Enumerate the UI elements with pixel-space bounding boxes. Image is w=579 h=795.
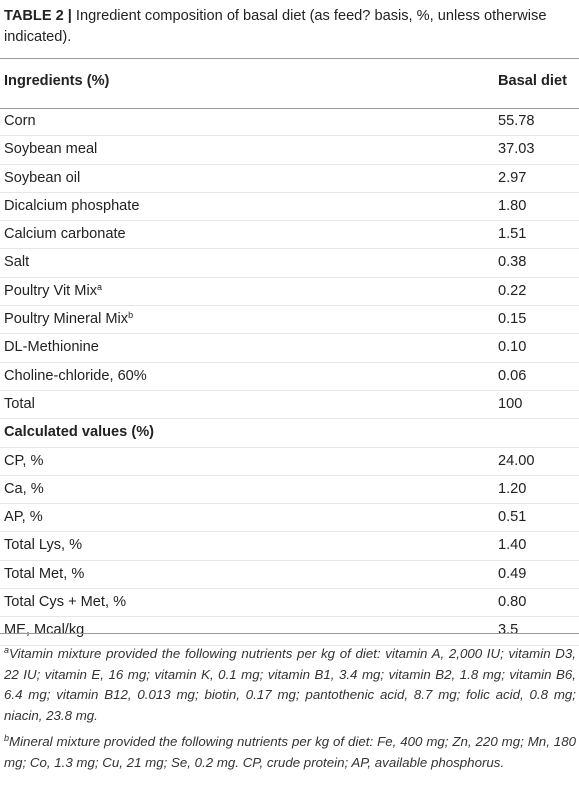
- row-name: Total Lys, %: [4, 537, 82, 553]
- row-name-text: Ca, %: [4, 480, 44, 497]
- row-name-text: CP, %: [4, 452, 44, 469]
- row-name-text: Choline-chloride, 60%: [4, 367, 147, 384]
- table-header-rule: [0, 108, 579, 109]
- row-value: 100: [498, 395, 523, 412]
- table-row: CP, % 24.00: [0, 448, 579, 476]
- row-name-text: AP, %: [4, 509, 43, 526]
- footnote-a: aVitamin mixture provided the following …: [4, 644, 576, 726]
- table-label: TABLE 2 |: [4, 8, 72, 24]
- table-caption-text: Ingredient composition of basal diet (as…: [4, 8, 547, 45]
- table-row: Poultry Mineral Mixb 0.15: [0, 306, 579, 335]
- row-value: 0.15: [498, 311, 527, 328]
- table-row: Total Cys + Met, % 0.80: [0, 589, 579, 618]
- row-name-text: Poultry Mineral Mix: [4, 311, 129, 328]
- row-footnote-mark: b: [128, 310, 134, 321]
- table-bottom-rule: [0, 633, 579, 634]
- row-name-text: Dicalcium phosphate: [4, 197, 140, 214]
- row-value: 1.51: [498, 226, 527, 243]
- table-top-rule: [0, 58, 579, 59]
- row-name-text: Total Cys + Met, %: [4, 594, 127, 611]
- row-name: Corn: [4, 113, 36, 129]
- row-name: Total Met, %: [4, 566, 84, 582]
- row-value: 1.40: [498, 537, 527, 554]
- table-caption: TABLE 2 | Ingredient composition of basa…: [4, 6, 572, 48]
- footnote-b-mark: b: [4, 733, 10, 743]
- table-row: Dicalcium phosphate 1.80: [0, 193, 579, 222]
- footnote-a-mark: a: [4, 645, 10, 655]
- row-name-text: ME, Mcal/kg: [4, 622, 85, 639]
- row-value: 2.97: [498, 169, 527, 186]
- table-row: Ca, % 1.20: [0, 476, 579, 505]
- row-value: 0.06: [498, 367, 527, 384]
- row-name-text: Total Met, %: [4, 565, 85, 582]
- table-row: ME, Mcal/kg 3.5: [0, 617, 579, 646]
- row-value: 0.49: [498, 565, 527, 582]
- table-header: Ingredients (%) Basal diet: [0, 58, 579, 108]
- row-value: 0.10: [498, 339, 527, 356]
- row-name: Total: [4, 396, 35, 412]
- row-value: 0.51: [498, 509, 527, 526]
- table-body: Corn 55.78 Soybean meal 37.03 Soybean oil 2.9…: [0, 108, 579, 646]
- row-name-text: Salt: [4, 254, 30, 271]
- table-row: Corn 55.78: [0, 108, 579, 137]
- row-name: Ca, %: [4, 481, 44, 497]
- table-row: Total Lys, % 1.40: [0, 532, 579, 561]
- row-value: 0.22: [498, 282, 527, 299]
- row-name-text: Soybean meal: [4, 141, 98, 158]
- section-row: Calculated values (%): [0, 419, 579, 448]
- row-name-text: Calcium carbonate: [4, 226, 126, 243]
- header-basal-diet: Basal diet: [498, 73, 567, 89]
- table-row: Total Met, % 0.49: [0, 561, 579, 590]
- table-row: Soybean meal 37.03: [0, 136, 579, 165]
- row-name-text: DL-Methionine: [4, 339, 99, 356]
- table-row: Calcium carbonate 1.51: [0, 221, 579, 250]
- table-row: Choline-chloride, 60% 0.06: [0, 363, 579, 391]
- row-name-text: Total: [4, 395, 35, 412]
- row-name: Poultry Mineral Mixb: [4, 310, 134, 328]
- row-value: 1.20: [498, 480, 527, 497]
- row-name: Calcium carbonate: [4, 226, 126, 242]
- row-name: Total Cys + Met, %: [4, 594, 126, 610]
- footnote-b-text: Mineral mixture provided the following n…: [4, 734, 576, 770]
- row-value: 3.5: [498, 622, 519, 639]
- row-value: 0.38: [498, 254, 527, 271]
- row-name: Soybean meal: [4, 141, 97, 157]
- row-name-text: Poultry Vit Mix: [4, 282, 97, 299]
- row-footnote-mark: a: [97, 281, 103, 292]
- row-value: 37.03: [498, 141, 535, 158]
- row-name: DL-Methionine: [4, 339, 99, 355]
- row-name: Dicalcium phosphate: [4, 198, 139, 214]
- row-name-text: Soybean oil: [4, 169, 81, 186]
- table-row: Soybean oil 2.97: [0, 165, 579, 193]
- row-name: CP, %: [4, 453, 43, 469]
- row-value: 0.80: [498, 594, 527, 611]
- table-row: DL-Methionine 0.10: [0, 334, 579, 363]
- section-title: Calculated values (%): [4, 424, 154, 440]
- row-value: 55.78: [498, 113, 535, 129]
- row-name: Poultry Vit Mixa: [4, 281, 103, 299]
- table-footnotes: aVitamin mixture provided the following …: [4, 644, 576, 779]
- row-name-text: Corn: [4, 113, 36, 129]
- row-value: 24.00: [498, 452, 535, 469]
- table-row: AP, % 0.51: [0, 504, 579, 533]
- row-name: Soybean oil: [4, 170, 80, 186]
- row-name: Salt: [4, 254, 29, 270]
- table-row: Poultry Vit Mixa 0.22: [0, 278, 579, 307]
- row-value: 1.80: [498, 197, 527, 214]
- footnote-a-text: Vitamin mixture provided the following n…: [4, 646, 576, 723]
- footnote-b: bMineral mixture provided the following …: [4, 732, 576, 773]
- header-ingredients: Ingredients (%): [4, 73, 110, 89]
- row-name: Choline-chloride, 60%: [4, 368, 147, 384]
- row-name-text: Calculated values (%): [4, 424, 155, 441]
- row-name: ME, Mcal/kg: [4, 622, 84, 638]
- row-name: AP, %: [4, 509, 43, 525]
- table-row: Total 100: [0, 391, 579, 420]
- row-name-text: Total Lys, %: [4, 537, 83, 554]
- table-row: Salt 0.38: [0, 249, 579, 278]
